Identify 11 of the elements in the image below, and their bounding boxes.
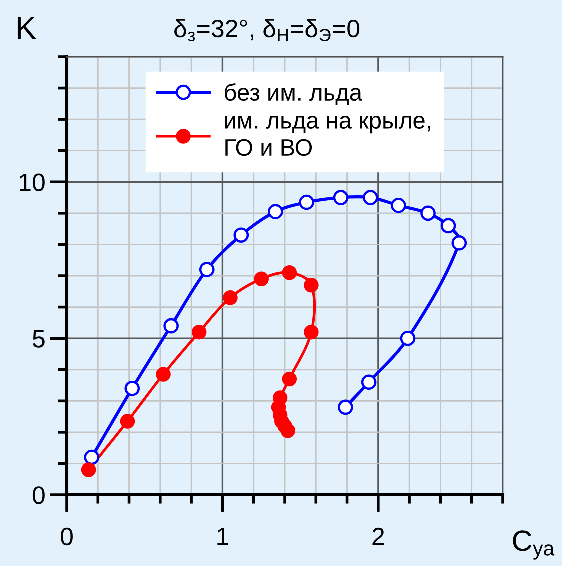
x-tick-label: 0: [61, 528, 73, 546]
y-tick-label: 10: [20, 174, 45, 192]
x-tick-label: 2: [372, 528, 384, 546]
y-tick-label: 5: [32, 330, 45, 348]
x-tick-label: 1: [218, 528, 228, 546]
legend-label: без им. льда: [225, 84, 362, 106]
y-tick-label: 0: [32, 486, 45, 504]
y-axis-title: K: [18, 17, 36, 39]
x-axis-title: C$_{ya}$: [513, 530, 555, 560]
legend-label: им. льда на крыле, ГО и ВО: [225, 116, 430, 156]
chart-title: δ$_{з}$=32°, δ$_{Н}$=δ$_{Э}$=0: [174, 19, 360, 42]
